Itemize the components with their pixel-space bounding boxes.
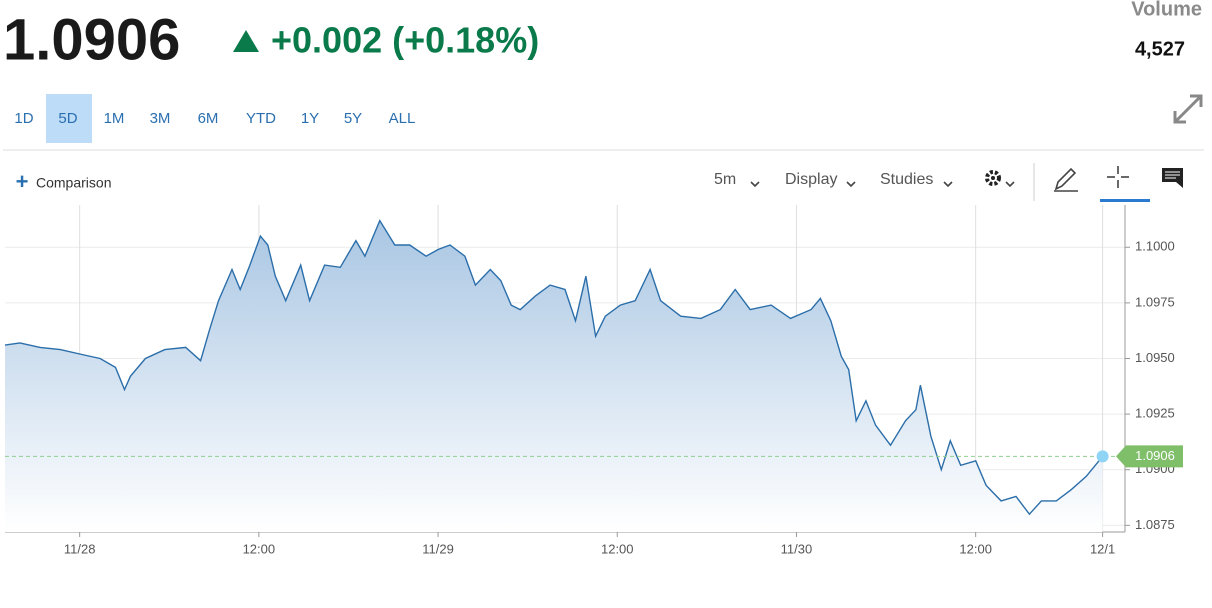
expand-icon[interactable]: [1173, 94, 1203, 124]
pencil-icon: [1054, 167, 1077, 191]
comment-tail: [1176, 182, 1183, 188]
chevron: [846, 181, 856, 188]
range-button[interactable]: 1D: [14, 110, 33, 127]
chevron: [1005, 181, 1015, 188]
interval-label: 5m: [714, 171, 736, 188]
range-button[interactable]: ALL: [389, 110, 416, 127]
range-selector: 1D 5D 1M 3M 6M YTD 1Y 5Y ALL: [14, 94, 415, 143]
plus-icon: +: [16, 169, 29, 194]
range-highlight: [46, 94, 92, 143]
y-tick-label: 1.1000: [1135, 239, 1175, 254]
y-tick-label: 1.0925: [1135, 406, 1175, 421]
y-tick-label: 1.0975: [1135, 294, 1175, 309]
price-badge-label: 1.0906: [1135, 448, 1175, 463]
y-tick-label: 1.0875: [1135, 517, 1175, 532]
range-label: 3M: [150, 110, 171, 127]
range-button[interactable]: 5Y: [344, 110, 362, 127]
display-label: Display: [785, 171, 837, 188]
x-tick-label: 12:00: [959, 541, 992, 556]
range-label: 5Y: [344, 110, 362, 127]
range-label: 1D: [14, 110, 33, 127]
x-tick-label: 12:00: [243, 541, 276, 556]
x-tick-label: 12:00: [601, 541, 634, 556]
range-button[interactable]: 1Y: [301, 110, 319, 127]
x-tick-label: 11/29: [422, 541, 454, 556]
range-label: 1Y: [301, 110, 319, 127]
studies-menu[interactable]: Studies: [880, 171, 953, 188]
comment-button[interactable]: [1162, 168, 1183, 188]
x-tick-label: 12/1: [1090, 541, 1115, 556]
range-button[interactable]: 1M: [104, 110, 125, 127]
gear-icon: [985, 170, 1001, 186]
settings-button[interactable]: [985, 170, 1015, 188]
range-label: ALL: [389, 110, 416, 127]
studies-label: Studies: [880, 171, 933, 188]
draw-button[interactable]: [1054, 167, 1078, 192]
range-label: 1M: [104, 110, 125, 127]
comparison-button[interactable]: + Comparison: [16, 169, 112, 194]
range-button[interactable]: 6M: [198, 110, 219, 127]
volume-label: Volume: [1131, 0, 1202, 20]
price-chart: 1.08751.09001.09251.09501.09751.100011/2…: [4, 205, 1183, 556]
comparison-label: Comparison: [36, 175, 111, 191]
price-change: +0.002 (+0.18%): [271, 20, 539, 61]
crosshair-button[interactable]: [1100, 166, 1150, 202]
chevron: [943, 181, 953, 188]
price-line: [4, 219, 1104, 516]
chevron: [750, 181, 760, 188]
x-tick-label: 11/28: [64, 541, 96, 556]
x-tick-label: 11/30: [781, 541, 813, 556]
active-underline: [1100, 199, 1150, 202]
area-fill: [5, 220, 1103, 532]
range-label: YTD: [246, 110, 276, 127]
volume-value: 4,527: [1135, 38, 1185, 60]
range-button[interactable]: 3M: [150, 110, 171, 127]
price: 1.0906: [3, 7, 180, 72]
display-menu[interactable]: Display: [785, 171, 856, 188]
range-label: 6M: [198, 110, 219, 127]
y-tick-label: 1.0950: [1135, 350, 1175, 365]
gear-center: [991, 176, 995, 180]
last-point: [1096, 450, 1109, 463]
price-badge: [1116, 445, 1183, 468]
interval-menu[interactable]: 5m: [714, 171, 760, 188]
up-arrow: [233, 30, 259, 52]
range-label: 5D: [58, 110, 77, 127]
range-button[interactable]: 5D: [46, 94, 92, 143]
range-button[interactable]: YTD: [246, 110, 276, 127]
